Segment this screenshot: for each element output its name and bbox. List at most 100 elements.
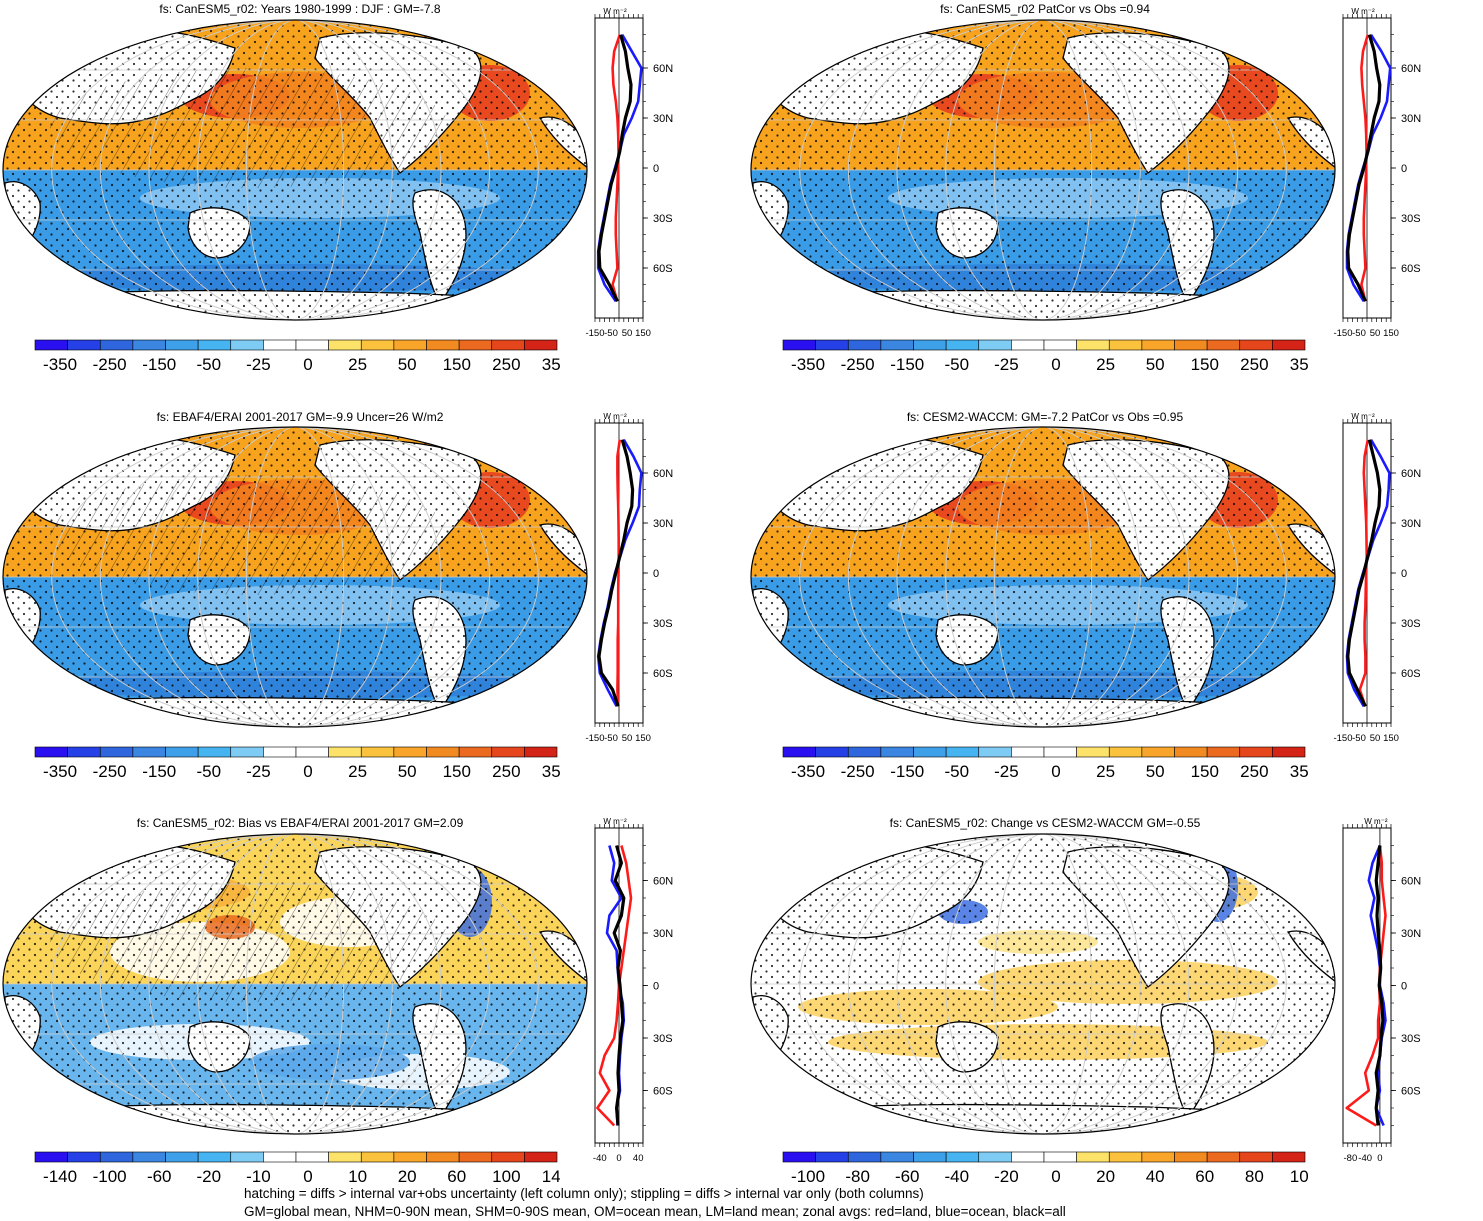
colorbar-swatch <box>458 339 493 351</box>
map-outline <box>2 426 588 728</box>
x-tick-label: 150 <box>1383 733 1399 744</box>
colorbar-label: -350 <box>43 355 77 374</box>
colorbar-label: -60 <box>895 1167 920 1186</box>
x-tick-label: 50 <box>622 328 633 339</box>
map-outline <box>2 833 588 1135</box>
zonal-ocean-series <box>1345 439 1391 707</box>
graticule-lon <box>99 834 491 1134</box>
colorbar-label: -250 <box>841 762 875 781</box>
y-tick-label: 0 <box>653 568 659 580</box>
hatching-overlay <box>50 475 450 595</box>
colorbar-swatch <box>847 1151 882 1163</box>
colorbar-swatch <box>34 1151 68 1163</box>
map-outline <box>750 426 1336 728</box>
colorbar-swatch <box>165 746 199 758</box>
colorbar-swatch <box>1272 1151 1306 1163</box>
graticule-lon <box>799 427 1287 727</box>
colorbar-label: 350 <box>1290 762 1308 781</box>
colorbar-swatch <box>132 339 166 351</box>
y-tick-label: 30S <box>653 618 673 630</box>
x-tick-label: -150 <box>585 328 604 339</box>
colorbar-swatch <box>197 746 232 758</box>
colorbar: -350-250-150-50-2502550150250350 <box>34 339 560 374</box>
colorbar-swatch <box>880 1151 914 1163</box>
x-tick-label: -150 <box>1333 328 1352 339</box>
colorbar-label: -250 <box>841 355 875 374</box>
colorbar-label: 150 <box>443 355 471 374</box>
zonal-mean-plot: W m⁻² -150 -50 50 150 60N 30N 0 30S 60S <box>585 412 673 744</box>
colorbar-label: 0 <box>303 1167 312 1186</box>
zonal-all-series <box>612 845 626 1126</box>
colorbar: -350-250-150-50-2502550150250350 <box>782 746 1308 781</box>
hatching-overlay <box>50 68 450 188</box>
colorbar-swatch <box>295 746 329 758</box>
graticule-lon <box>847 20 1239 320</box>
colorbar-swatch <box>1239 339 1273 351</box>
colorbar-swatch <box>1011 339 1045 351</box>
colorbar-label: -150 <box>142 355 176 374</box>
colorbar-swatch <box>1174 1151 1208 1163</box>
x-tick-label: -80 <box>1344 1153 1358 1164</box>
colorbar-swatch <box>1174 746 1208 758</box>
graticule-lon <box>993 427 1093 727</box>
map-plot <box>2 833 588 1135</box>
colorbar-swatch <box>67 746 101 758</box>
zonal-mean-plot: W m⁻² -150 -50 50 150 60N 30N 0 30S 60S <box>585 7 673 339</box>
colorbar-swatch <box>230 1151 264 1163</box>
colorbar-label: -20 <box>994 1167 1019 1186</box>
x-tick-label: 150 <box>635 328 651 339</box>
graticule-lon <box>245 20 345 320</box>
colorbar-swatch <box>263 339 297 351</box>
y-tick-label: 0 <box>653 163 659 175</box>
graticule-lon <box>945 427 1141 727</box>
y-tick-label: 0 <box>1401 568 1407 580</box>
colorbar-label: 100 <box>492 1167 520 1186</box>
map-title: fs: CanESM5_r02: Bias vs EBAF4/ERAI 2001… <box>136 816 464 830</box>
map-plot <box>2 19 588 321</box>
colorbar-label: 250 <box>492 355 520 374</box>
colorbar-swatch <box>945 339 980 351</box>
colorbar-swatch <box>1108 339 1143 351</box>
colorbar-label: -10 <box>246 1167 271 1186</box>
graticule-lon <box>197 834 393 1134</box>
colorbar-swatch <box>1108 746 1143 758</box>
colorbar-swatch <box>913 746 947 758</box>
graticule-lon <box>896 834 1190 1134</box>
colorbar-swatch <box>1239 746 1273 758</box>
colorbar-swatch <box>1076 746 1110 758</box>
graticule-lon <box>99 427 491 727</box>
colorbar-swatch <box>524 339 558 351</box>
colorbar-swatch <box>426 1151 460 1163</box>
y-tick-label: 30N <box>653 113 673 125</box>
colorbar-swatch <box>295 1151 329 1163</box>
map-title: fs: CanESM5_r02 PatCor vs Obs =0.94 <box>940 2 1150 16</box>
zonal-all-series <box>597 34 633 302</box>
graticule-lon <box>148 427 442 727</box>
colorbar-swatch <box>132 746 166 758</box>
y-tick-label: 30N <box>653 518 673 530</box>
colorbar-swatch <box>1108 1151 1143 1163</box>
colorbar-swatch <box>426 746 460 758</box>
colorbar-label: -25 <box>994 762 1019 781</box>
y-tick-label: 30S <box>1401 213 1421 225</box>
colorbar-swatch <box>978 339 1012 351</box>
colorbar-label: 25 <box>1096 762 1115 781</box>
zonal-all-series <box>1374 845 1385 1126</box>
graticule-lon <box>99 20 491 320</box>
colorbar-label: -140 <box>43 1167 77 1186</box>
y-tick-label: 0 <box>1401 981 1407 993</box>
x-tick-label: 40 <box>633 1153 644 1164</box>
colorbar-swatch <box>1011 1151 1045 1163</box>
colorbar-swatch <box>295 339 329 351</box>
colorbar-label: -350 <box>791 355 825 374</box>
zonal-ocean-series <box>596 34 643 303</box>
zonal-unit-label: W m⁻² <box>603 412 627 421</box>
colorbar-label: -250 <box>93 355 127 374</box>
map-plot <box>750 426 1336 728</box>
colorbar-label: -100 <box>791 1167 825 1186</box>
colorbar-label: 20 <box>398 1167 417 1186</box>
colorbar-swatch <box>1141 1151 1175 1163</box>
colorbar-swatch <box>426 339 460 351</box>
colorbar-swatch <box>847 339 882 351</box>
y-tick-label: 30N <box>1401 928 1421 940</box>
